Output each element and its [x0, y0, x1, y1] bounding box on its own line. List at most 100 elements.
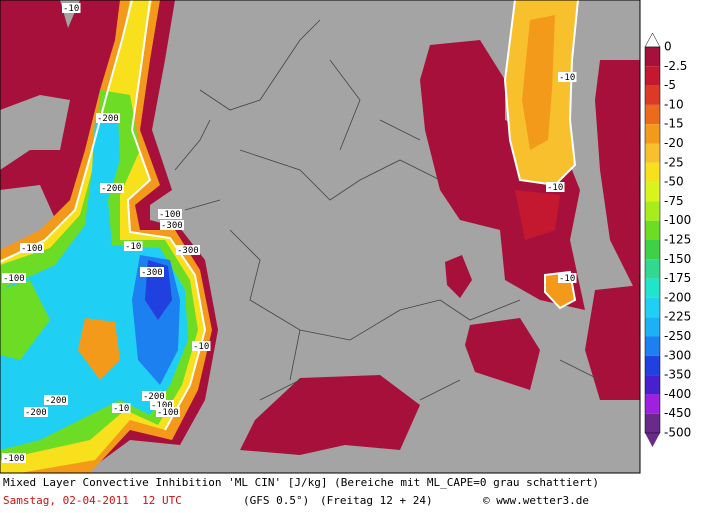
legend-label: -350	[664, 368, 691, 382]
contour-label: -10	[112, 403, 131, 414]
contour-label-bg	[124, 241, 143, 251]
contour-label-bg	[2, 273, 26, 283]
footer-credit: © www.wetter3.de	[483, 494, 589, 507]
map-frame	[0, 0, 641, 474]
contour-label-bg	[158, 209, 182, 219]
contour-label-text: -10	[193, 342, 209, 352]
contour-label-bg	[156, 407, 180, 417]
contour-label-text: -200	[143, 392, 165, 402]
contour-label-text: -100	[3, 454, 25, 464]
legend-swatch	[645, 124, 660, 144]
footer-date: Samstag, 02-04-2011 12 UTC	[3, 494, 182, 507]
contour-label: -300	[160, 220, 184, 231]
legend-frame	[644, 46, 661, 434]
contour-label-bg	[20, 243, 44, 253]
contour-label: -200	[100, 183, 124, 194]
map-area	[0, 0, 641, 474]
contour-label-bg	[142, 391, 166, 401]
legend-label: -225	[664, 310, 691, 324]
cin-area	[595, 60, 640, 300]
cin-area	[445, 255, 472, 298]
contour-label-text: -100	[159, 210, 181, 220]
contour-label-text: -200	[101, 184, 123, 194]
legend-label: -500	[664, 426, 691, 440]
legend-swatch	[645, 413, 660, 433]
contour-label: -10	[546, 182, 565, 193]
contour-label-text: -10	[125, 242, 141, 252]
legend-swatch	[645, 47, 660, 67]
legend-swatch	[645, 317, 660, 337]
legend-label: -25	[664, 155, 684, 169]
contour-label-text: -10	[63, 4, 79, 14]
cin-area	[0, 280, 50, 360]
contour-label-text: -100	[3, 274, 25, 284]
contour-label-text: -10	[559, 73, 575, 83]
cin-area	[240, 375, 420, 455]
legend-label: 0	[664, 40, 672, 54]
contour-label-bg	[44, 395, 68, 405]
legend-swatch	[645, 143, 660, 163]
contour-label-bg	[176, 245, 200, 255]
contour-label: -100	[2, 273, 26, 284]
legend-swatch	[645, 394, 660, 414]
legend-label: -15	[664, 117, 684, 131]
contour-label: -100	[156, 407, 180, 418]
contour-label: -300	[140, 267, 164, 278]
footer-model: (GFS 0.5°)	[243, 494, 309, 507]
contour-label-text: -100	[151, 401, 173, 411]
contour-label-bg	[96, 113, 120, 123]
contour-label-bg	[140, 267, 164, 277]
contour-label-bg	[558, 72, 577, 82]
footer-run: (Freitag 12 + 24)	[320, 494, 433, 507]
legend-label: -175	[664, 271, 691, 285]
legend-swatch	[645, 375, 660, 395]
contour-label-bg	[24, 407, 48, 417]
gray-area	[0, 95, 70, 170]
contour-label-text: -300	[177, 246, 199, 256]
contour-label: -100	[2, 453, 26, 464]
contour-label: -10	[124, 241, 143, 252]
contour-label: -200	[96, 113, 120, 124]
legend-label: -10	[664, 97, 684, 111]
contour-label-bg	[2, 453, 26, 463]
contour-label: -10	[558, 72, 577, 83]
legend-label: -5	[664, 78, 676, 92]
contour-label-text: -10	[113, 404, 129, 414]
contour-label-bg	[558, 273, 577, 283]
legend-swatch	[645, 433, 660, 447]
contour-label-bg	[112, 403, 131, 413]
legend-swatch	[645, 336, 660, 356]
contour-label: -200	[44, 395, 68, 406]
contour-line	[544, 270, 577, 310]
legend: 0 -2.5 -5 -10 -15 -20 -25 -50 -75 -100 -125 -150 -17…	[644, 32, 691, 447]
contour-label-bg	[100, 183, 124, 193]
cin-area	[0, 115, 188, 450]
contour-label-text: -200	[25, 408, 47, 418]
legend-swatch	[645, 259, 660, 279]
contour-label-text: -10	[559, 274, 575, 284]
legend-swatch	[645, 162, 660, 183]
legend-label: -450	[664, 406, 691, 420]
legend-swatch	[645, 201, 660, 221]
contour-label: -100	[20, 243, 44, 254]
contour-label-bg	[150, 400, 174, 410]
cin-area	[420, 40, 585, 310]
contour-label: -200	[24, 407, 48, 418]
legend-label: -200	[664, 290, 691, 304]
contour-label: -10	[192, 341, 211, 352]
legend-label: -75	[664, 194, 684, 208]
contour-label-bg	[546, 182, 565, 192]
contour-line	[0, 0, 133, 263]
legend-swatch	[645, 85, 660, 105]
border-line	[174, 119, 601, 401]
cin-area	[585, 285, 640, 400]
legend-label: -100	[664, 213, 691, 227]
footer-title: Mixed Layer Convective Inhibition 'ML CI…	[3, 476, 599, 489]
contour-label: -300	[176, 245, 200, 256]
contour-label-bg	[62, 3, 81, 13]
contour-label-text: -200	[97, 114, 119, 124]
contour-label: -100	[158, 209, 182, 220]
legend-swatch	[645, 66, 660, 86]
footer: Mixed Layer Convective Inhibition 'ML CI…	[3, 476, 599, 507]
